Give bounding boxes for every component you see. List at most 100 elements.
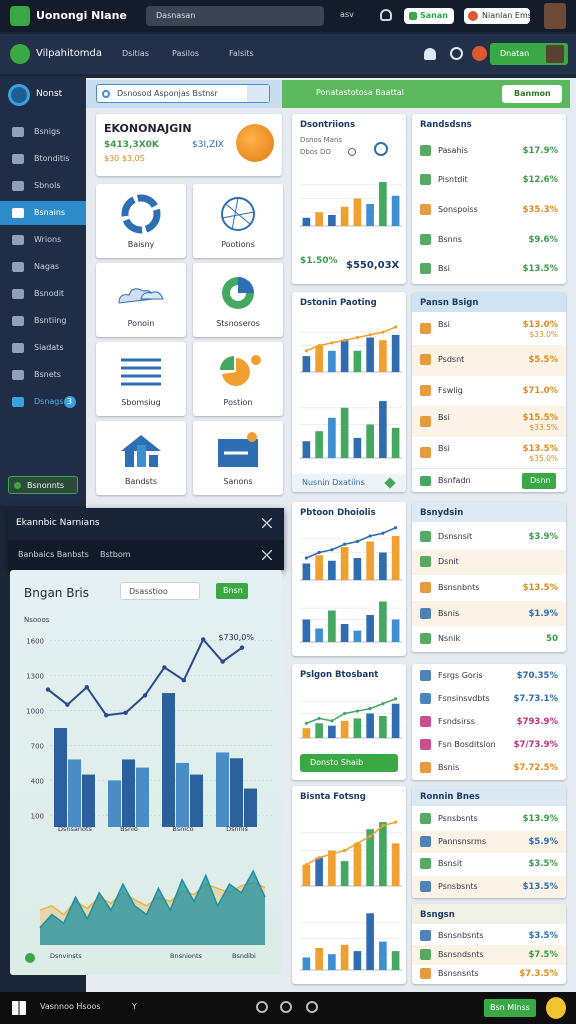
list-row[interactable]: Fsnsinsvdbts $7.73.1% [412,687,566,710]
tile[interactable]: Bandsts [96,421,186,495]
tile[interactable]: Sanons [193,421,283,495]
banner-button-label: Banmon [514,89,551,98]
list-row[interactable]: Nsnik 50 [412,626,566,652]
settings-icon[interactable] [450,47,463,60]
list-row[interactable]: Bsi $13.5% [412,254,566,284]
list-row[interactable]: Fsn Bosditsion $7/73.9% [412,734,566,757]
list-row[interactable]: Bsnns $9.6% [412,225,566,255]
tile[interactable]: Sbomsiug [96,342,186,416]
list-row[interactable]: Bsi $13.5% $35.0% [412,437,566,468]
mini-chart [300,526,402,581]
close-button[interactable] [262,550,272,560]
trend-point [317,550,321,555]
list-row[interactable]: Pasahis $17.9% [412,136,566,166]
list-row[interactable]: Bsnsnsnts $7.3.5% [412,965,566,984]
taskbar-search[interactable]: Vasnnoo Hsoos [40,1002,101,1011]
list-row[interactable]: Sonspoiss $35.3% [412,195,566,225]
avatar[interactable] [544,3,566,29]
list-row[interactable]: Dsnsnsit $3.9% [412,524,566,550]
pill-button[interactable]: Sanan [404,8,454,24]
taskbar-button[interactable]: Bsn Mlnss [484,999,536,1017]
search-placeholder: Dasnasan [156,11,196,20]
search-box[interactable]: Dasnasan [146,6,324,26]
card-link[interactable]: Nusnin Dxatiins [302,478,365,487]
line-series [47,637,243,717]
sidebar-item[interactable]: Bsnains [0,201,86,225]
summary-icon [236,124,274,162]
tile[interactable]: Stsnoseros [193,263,283,337]
x-tick-label: Dsnsanots [58,825,93,833]
list-row[interactable]: Bsnis $7.72.5% [412,757,566,780]
sidebar-item[interactable]: Nagas [0,255,86,279]
list-row[interactable]: Bsnsnbnts $13.5% [412,575,566,601]
dropdown-toggle[interactable] [247,85,269,102]
overlay-tab[interactable]: Banbaics Banbsts [18,550,89,559]
sidebar-item[interactable]: Siadats [0,336,86,360]
start-button[interactable] [12,1001,26,1015]
list-footer: Bsnfadn Dsnn [412,468,566,492]
footer-button[interactable]: Dsnn [522,473,556,489]
tile[interactable]: Postion [193,342,283,416]
tile-icon-part [220,356,234,370]
bell-icon[interactable] [380,9,392,21]
sidebar-home-icon[interactable] [8,84,30,106]
card-button[interactable]: Donsto Shaib [300,754,398,772]
chart-button[interactable]: Bnsn [216,583,248,599]
list-row[interactable]: Pannsnsrms $5.9% [412,830,566,853]
taskbar-icon[interactable] [306,1001,318,1013]
list-row[interactable]: Fswlig $71.0% [412,376,566,407]
list-row[interactable]: Psdsnt $5.5% [412,344,566,376]
toolbar-search[interactable]: Dsnosod Asponjas Bstnsr [96,84,270,103]
big-chart-title: Bngan Bris [24,586,89,600]
pill-button[interactable]: Nianlan Ems [464,8,532,24]
alert-icon[interactable] [472,46,487,61]
nav-button[interactable]: Dnatan [490,43,568,65]
sidebar-item[interactable]: Sbnols [0,174,86,198]
dropdown[interactable]: Dsasstioo [120,582,200,600]
list-row[interactable]: Pisntdit $12.6% [412,166,566,196]
list-row[interactable]: Bsnis $1.9% [412,600,566,627]
nav-link[interactable]: Dsitias [122,49,149,58]
list-row[interactable]: Bsnsndsnts $7.5% [412,945,566,965]
list-header: Bsngsn [412,904,566,924]
taskbar-avatar[interactable] [546,997,566,1019]
list-row[interactable]: Dsnit [412,549,566,576]
tile[interactable]: Baisny [96,184,186,258]
sidebar-item[interactable]: Bsnets [0,363,86,387]
bar [366,541,374,580]
list-row[interactable]: Psnsbsnts $13.5% [412,875,566,898]
row-label: Bsi [438,320,450,330]
row-label: Nsnik [438,634,461,644]
nav-link[interactable]: Falsits [229,49,254,58]
list-row[interactable]: Fsndsirss $793.9% [412,710,566,733]
close-button[interactable] [262,518,272,528]
sidebar-footer-button[interactable]: Bsnonnts [8,476,78,494]
taskbar-icon[interactable] [280,1001,292,1013]
row-label: Bsnsnsnts [438,969,479,979]
tile[interactable]: Pootions [193,184,283,258]
list-row[interactable]: Psnsbsnts $13.9% [412,808,566,831]
bar [353,350,362,372]
list-row[interactable]: Bsnsit $3.5% [412,853,566,876]
y-tick-label: 1300 [26,673,44,681]
user-icon[interactable] [424,48,436,60]
sidebar-item[interactable]: Btonditis [0,147,86,171]
list-row[interactable]: Bsnsnbsnts $3.5% [412,926,566,945]
list-row[interactable]: Bsi $15.5% $33.5% [412,406,566,438]
banner-button[interactable]: Banmon [502,85,562,103]
sidebar-item[interactable]: Dsnags 3 [0,390,86,414]
sidebar-item[interactable]: Bsntiing [0,309,86,333]
taskbar-icon[interactable] [256,1001,268,1013]
overlay-tab[interactable]: Bstbom [100,550,131,559]
list-row[interactable]: Fsrgs Goris $70.35% [412,664,566,687]
trend-point [304,349,308,353]
list-row[interactable]: Bsi $13.0% $33.0% [412,314,566,345]
row-value: $13.5% [522,881,558,892]
sidebar-item[interactable]: Bsnodit [0,282,86,306]
bar [340,624,349,642]
link-icon[interactable] [374,142,388,156]
tile[interactable]: Ponoin [96,263,186,337]
sidebar-item[interactable]: Wrions [0,228,86,252]
nav-link[interactable]: Pasilos [172,49,200,58]
sidebar-item[interactable]: Bsnigs [0,120,86,144]
